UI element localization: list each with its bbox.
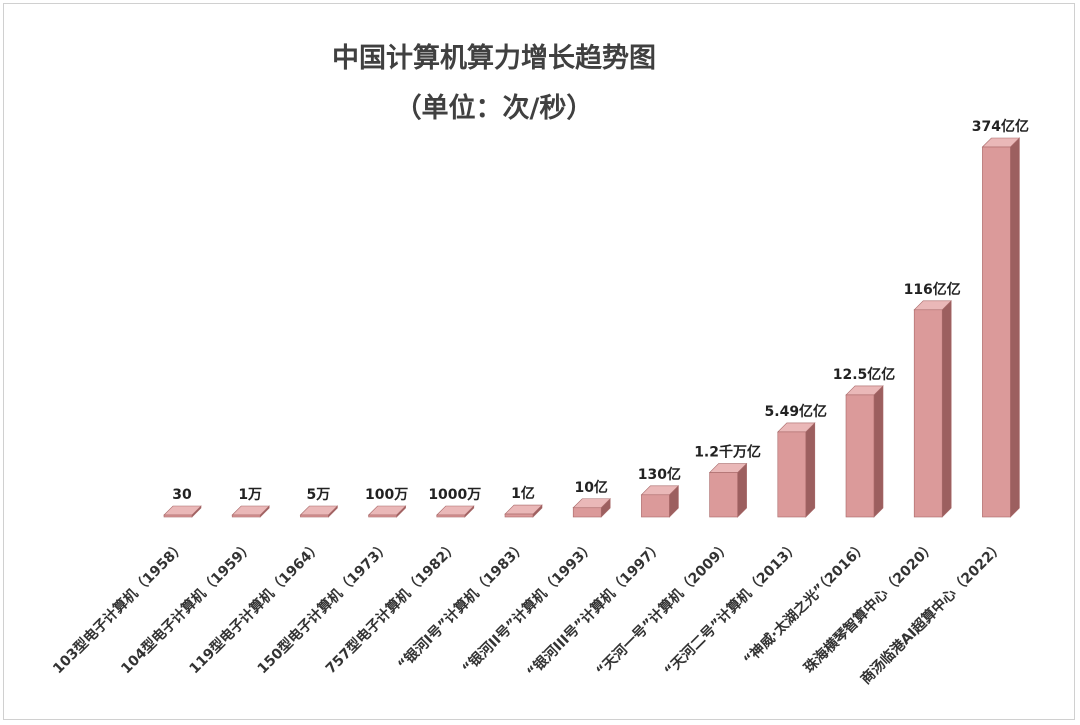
- bar-6: [504, 504, 543, 518]
- value-label: 116亿亿: [904, 281, 961, 298]
- category-label: 103型电子计算机（1958）: [49, 538, 188, 677]
- bar-side-face: [873, 385, 884, 518]
- bar-7: [572, 498, 611, 518]
- bar-front-face: [845, 394, 875, 518]
- category-label: “天河二号”计算机（2013）: [661, 538, 803, 680]
- bar-side-face: [1010, 137, 1020, 518]
- category-label: “银河I号”计算机（1983）: [394, 538, 529, 673]
- value-label: 12.5亿亿: [833, 366, 896, 383]
- bar-side-face: [941, 300, 952, 518]
- value-label: 374亿亿: [972, 118, 1029, 135]
- bar-front-face: [231, 514, 261, 518]
- bar-side-face: [805, 422, 816, 518]
- category-label: “神威·太湖之光”（2016）: [740, 538, 871, 669]
- bar-5: [436, 505, 475, 518]
- bar-front-face: [368, 514, 397, 518]
- bar-front-face: [504, 513, 534, 518]
- value-label: 130亿: [638, 466, 681, 483]
- chart-frame: 中国计算机算力增长趋势图 （单位：次/秒）: [3, 3, 1075, 720]
- value-label: 1000万: [428, 487, 481, 503]
- bar-4: [367, 505, 407, 518]
- value-label: 30: [172, 487, 192, 503]
- bar-12: [913, 300, 952, 518]
- bar-front-face: [300, 514, 329, 518]
- category-label: 150型电子计算机（1973）: [254, 538, 393, 677]
- bar-front-face: [777, 431, 807, 518]
- value-label: 5.49亿亿: [765, 403, 828, 420]
- value-label: 1万: [238, 487, 262, 503]
- bar-front-face: [709, 472, 738, 518]
- category-label: “天河一号”计算机（2009）: [593, 538, 735, 680]
- value-label: 1亿: [511, 485, 535, 502]
- bars-layer: [163, 137, 1021, 518]
- bar-10: [777, 422, 816, 518]
- value-label: 1.2千万亿: [694, 444, 761, 461]
- value-label: 10亿: [574, 479, 607, 496]
- chart-title: 中国计算机算力增长趋势图: [332, 43, 656, 74]
- category-label: 珠海横琴智算中心（2020）: [800, 538, 939, 677]
- category-label: 757型电子计算机（1982）: [322, 538, 461, 677]
- bar-front-face: [572, 507, 602, 518]
- bar-8: [640, 485, 680, 518]
- value-label: 5万: [307, 487, 331, 503]
- category-labels-layer: 103型电子计算机（1958）104型电子计算机（1959）119型电子计算机（…: [49, 538, 1007, 688]
- bar-front-face: [641, 494, 670, 518]
- bar-front-face: [913, 309, 943, 518]
- value-labels-layer: 30 1万 5万 100万 1000万 1亿 10亿 130亿 1.2千万亿 5.49亿亿 12.5…: [172, 118, 1029, 503]
- category-label: “银河III号”计算机（1997）: [523, 538, 666, 681]
- bar-3: [299, 505, 339, 518]
- category-label: 104型电子计算机（1959）: [118, 538, 257, 677]
- category-label: 119型电子计算机（1964）: [186, 538, 325, 677]
- category-label: “银河II号”计算机（1993）: [459, 538, 598, 677]
- bar-11: [845, 385, 884, 518]
- bar-13: [981, 137, 1021, 518]
- bar-front-face: [163, 514, 193, 518]
- category-label: 商汤临港AI超算中心（2022）: [857, 538, 1007, 688]
- bar-front-face: [982, 146, 1011, 518]
- value-label: 100万: [365, 487, 408, 503]
- bar-9: [708, 462, 748, 518]
- chart-subtitle: （单位：次/秒）: [394, 93, 594, 124]
- bar-front-face: [436, 514, 466, 518]
- bar-2: [231, 505, 270, 518]
- bar-1: [163, 505, 202, 518]
